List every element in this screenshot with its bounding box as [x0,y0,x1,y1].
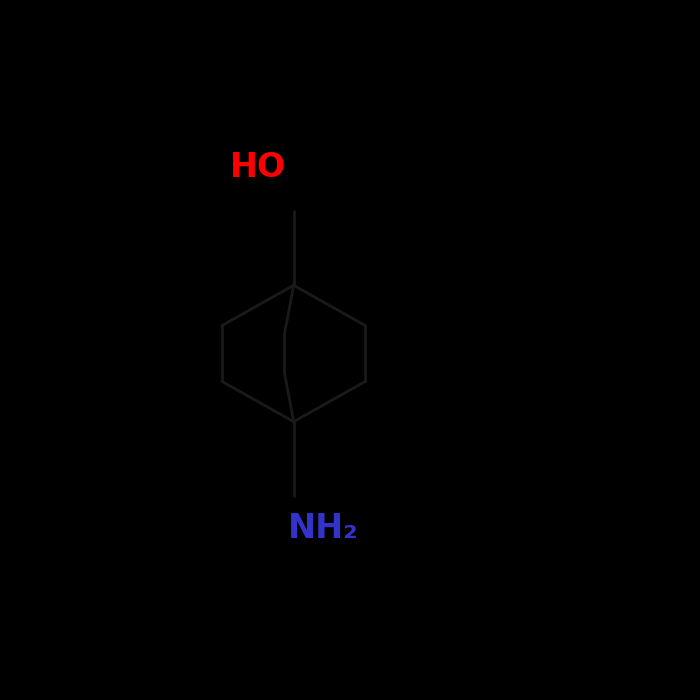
Text: HO: HO [230,151,286,184]
Text: NH₂: NH₂ [288,512,359,545]
